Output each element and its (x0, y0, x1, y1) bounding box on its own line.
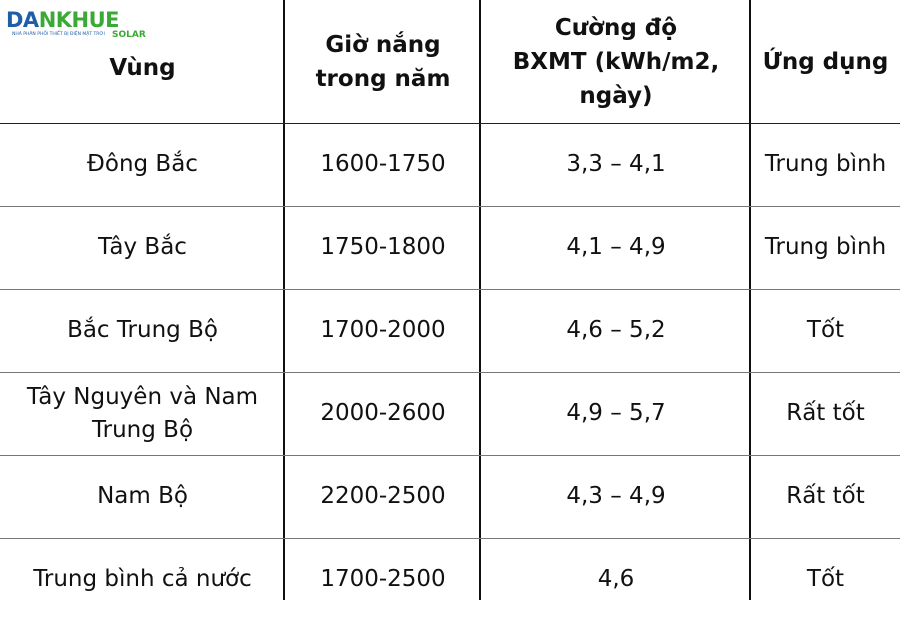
table-cell: 1600-1750 (320, 151, 446, 177)
table-cell: 1700-2500 (320, 566, 446, 592)
table-cell: Tây Bắc (98, 234, 187, 260)
row-border (0, 123, 900, 124)
table-cell: Nam Bộ (97, 483, 188, 509)
table-cell: Trung bình cả nước (33, 566, 252, 592)
table-cell: 4,6 (597, 566, 635, 592)
table-cell: 4,6 – 5,2 (566, 317, 666, 343)
table-cell: Rất tốt (786, 400, 865, 426)
row-border (0, 372, 900, 373)
column-border (479, 0, 481, 600)
table-cell: 2200-2500 (320, 483, 446, 509)
table-cell: Tây Nguyên và Nam Trung Bộ (26, 383, 259, 443)
header-cell: Ứng dụng (762, 48, 889, 75)
logo-name: DANKHUE (6, 8, 120, 32)
table-cell: Trung bình (764, 151, 887, 177)
logo-name-b: NKHUE (38, 8, 120, 32)
header-cell: Cường độ BXMT (kWh/m2, ngày) (512, 14, 720, 109)
table-cell: 4,1 – 4,9 (566, 234, 666, 260)
table-cell: Tốt (806, 317, 845, 343)
header-cell: Giờ nắng trong năm (315, 31, 451, 92)
logo: DANKHUE NHÀ PHÂN PHỐI THIẾT BỊ ĐIỆN MẶT … (6, 8, 146, 44)
table-cell: Bắc Trung Bộ (67, 317, 218, 343)
table-cell: 1750-1800 (320, 234, 446, 260)
table-cell: Rất tốt (786, 483, 865, 509)
row-border (0, 455, 900, 456)
column-border (749, 0, 751, 600)
row-border (0, 538, 900, 539)
row-border (0, 289, 900, 290)
column-border (283, 0, 285, 600)
logo-tagline: NHÀ PHÂN PHỐI THIẾT BỊ ĐIỆN MẶT TRỜI (12, 32, 105, 37)
logo-name-a: DA (6, 8, 39, 32)
logo-suffix: SOLAR (112, 30, 146, 40)
header-cell: Vùng (109, 54, 176, 81)
table-cell: Đông Bắc (87, 151, 198, 177)
table-cell: Tốt (806, 566, 845, 592)
page: Vùng Giờ nắng trong năm Cường độ BXMT (kWh… (0, 0, 900, 600)
table-cell: 4,9 – 5,7 (566, 400, 666, 426)
table-cell: 4,3 – 4,9 (566, 483, 666, 509)
row-border (0, 206, 900, 207)
table-cell: 1700-2000 (320, 317, 446, 343)
table-cell: 2000-2600 (320, 400, 446, 426)
table-cell: 3,3 – 4,1 (566, 151, 666, 177)
table-cell: Trung bình (764, 234, 887, 260)
